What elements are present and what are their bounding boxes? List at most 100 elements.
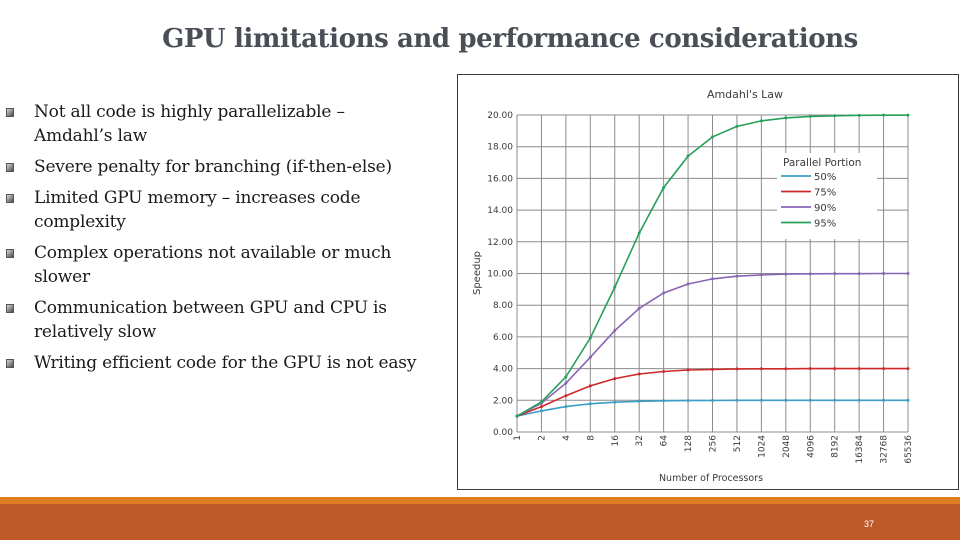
series-point	[613, 377, 617, 381]
footer-bar	[0, 504, 960, 540]
series-point	[784, 367, 788, 371]
series-point	[882, 272, 886, 275]
bullet-square-icon	[6, 249, 14, 258]
x-tick-label: 16384	[855, 435, 865, 464]
series-point	[882, 398, 886, 402]
series-point	[808, 272, 812, 276]
bullet-text-line: complexity	[34, 212, 126, 232]
bullet-text-line: Writing efficient code for the GPU is no…	[34, 353, 417, 373]
series-point	[711, 277, 714, 281]
series-point	[588, 402, 592, 406]
bullet-list: Not all code is highly parallelizable – …	[6, 100, 451, 382]
x-tick-labels: 1 2 4 8 16 32 64 128 256 512 1024 2048 4096 8192 16384…	[513, 435, 914, 464]
series-point	[857, 398, 861, 402]
series-point	[613, 400, 617, 404]
series-point	[637, 399, 641, 403]
series-point	[539, 409, 543, 413]
series-point	[735, 124, 739, 128]
chart-title: Amdahl's Law	[707, 88, 783, 101]
bullet-square-icon	[6, 194, 14, 203]
x-tick-label: 32	[635, 435, 645, 446]
y-tick-label: 6.00	[493, 333, 513, 343]
series-point	[686, 282, 690, 286]
y-tick-label: 20.00	[487, 111, 513, 121]
series-point	[613, 285, 617, 289]
series-point	[808, 367, 812, 371]
x-tick-label: 8192	[831, 435, 841, 458]
amdahl-chart-svg: Amdahl's Law 0.002.004.006.008.0010.0012…	[472, 88, 914, 484]
series-point	[857, 367, 861, 371]
x-tick-label: 4096	[806, 435, 816, 458]
chart-series	[515, 113, 910, 418]
series-point	[564, 381, 568, 385]
series-point	[857, 272, 861, 276]
x-tick-label: 1	[513, 435, 523, 441]
series-point	[833, 367, 837, 371]
bullet-text-line: relatively slow	[34, 322, 157, 342]
series-point	[784, 272, 788, 276]
series-point	[759, 119, 763, 123]
bullet-item: Not all code is highly parallelizable – …	[6, 100, 451, 148]
y-tick-label: 12.00	[487, 238, 513, 248]
y-tick-label: 2.00	[493, 396, 513, 406]
x-tick-label: 512	[733, 435, 743, 452]
footer-accent-strip	[0, 497, 960, 504]
series-point	[662, 186, 666, 190]
bullet-text-line: slower	[34, 267, 90, 287]
legend-entry: 90%	[814, 203, 836, 214]
bullet-text-line: Communication between GPU and CPU is	[34, 298, 387, 318]
bullet-square-icon	[6, 304, 14, 313]
series-point	[564, 394, 568, 398]
bullet-item: Complex operations not available or much…	[6, 241, 451, 289]
legend-entry: 50%	[814, 172, 836, 183]
bullet-text-line: Complex operations not available or much	[34, 243, 392, 263]
bullet-item: Severe penalty for branching (if-then-el…	[6, 155, 451, 179]
y-tick-label: 0.00	[493, 428, 513, 438]
series-point	[662, 369, 666, 373]
x-axis-label: Number of Processors	[659, 473, 763, 484]
x-tick-label: 2	[537, 435, 547, 441]
series-point	[906, 113, 910, 117]
series-point	[735, 367, 739, 371]
page-number: 37	[864, 519, 875, 529]
series-point	[515, 414, 519, 418]
bullet-item: Limited GPU memory – increases code comp…	[6, 186, 451, 234]
bullet-square-icon	[6, 163, 14, 172]
x-tick-label: 256	[709, 435, 719, 452]
series-point	[686, 368, 690, 372]
series-point	[637, 231, 641, 235]
chart-legend: Parallel Portion 50% 75% 90% 95%	[777, 153, 877, 239]
series-point	[637, 306, 641, 310]
series-point	[808, 114, 812, 118]
legend-title: Parallel Portion	[783, 157, 861, 169]
legend-box	[777, 153, 877, 239]
series-point	[711, 367, 714, 371]
series-point	[564, 405, 568, 409]
bullet-text-line: Severe penalty for branching (if-then-el…	[34, 157, 392, 177]
series-point	[833, 398, 837, 402]
bullet-square-icon	[6, 359, 14, 368]
x-tick-label: 64	[660, 435, 670, 447]
series-point	[906, 272, 910, 275]
series-point	[759, 273, 763, 277]
bullet-item: Communication between GPU and CPU is rel…	[6, 296, 451, 344]
amdahl-chart: Amdahl's Law 0.00 2.00 4.00 6.00 8.00 10.00 12…	[457, 74, 959, 490]
series-point	[759, 367, 763, 371]
x-tick-label: 65536	[904, 435, 914, 464]
bullet-text-line: Limited GPU memory – increases code	[34, 188, 361, 208]
series-point	[637, 372, 641, 376]
x-tick-label: 8	[586, 435, 596, 441]
y-axis-label: Speedup	[472, 251, 483, 295]
y-tick-label: 18.00	[487, 143, 513, 153]
series-point	[735, 274, 739, 278]
series-point	[564, 375, 568, 379]
x-tick-label: 4	[562, 435, 572, 441]
series-point	[711, 135, 714, 139]
y-tick-label: 4.00	[493, 365, 513, 375]
series-point	[833, 114, 837, 118]
series-point	[784, 116, 788, 120]
series-point	[662, 399, 666, 403]
y-tick-label: 14.00	[487, 206, 513, 216]
series-point	[588, 355, 592, 359]
series-point	[539, 400, 543, 404]
